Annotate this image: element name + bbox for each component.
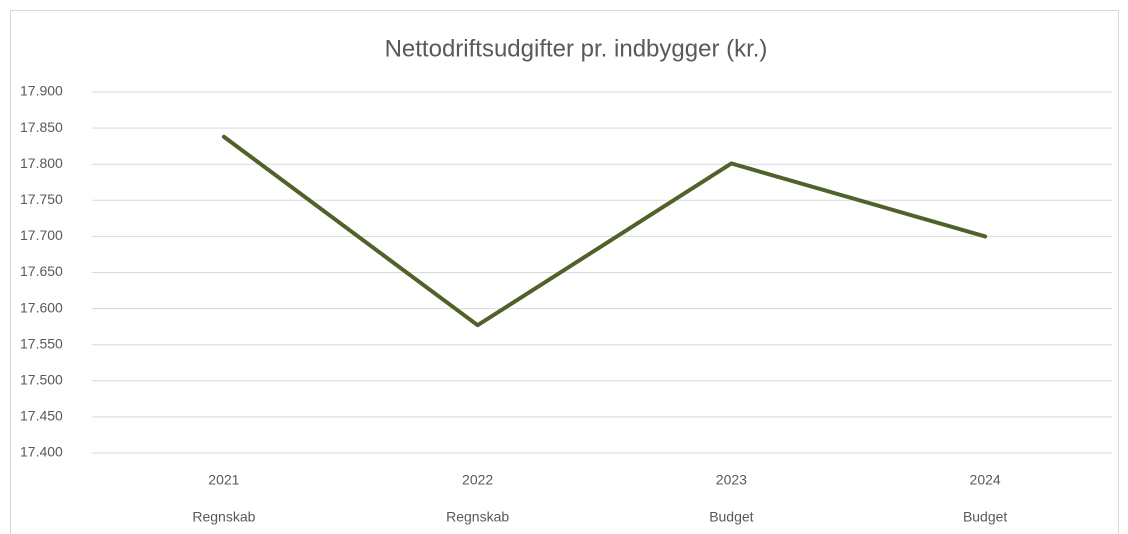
x-tick-sublabel: Regnskab xyxy=(446,509,509,525)
y-tick-label: 17.900 xyxy=(20,83,63,99)
y-tick-label: 17.550 xyxy=(20,335,63,351)
y-tick-label: 17.600 xyxy=(20,299,63,315)
x-tick-label: 2023 xyxy=(716,472,747,488)
x-tick-label: 2024 xyxy=(970,472,1001,488)
y-tick-label: 17.400 xyxy=(20,444,63,460)
line-series xyxy=(221,134,988,328)
x-tick-label: 2022 xyxy=(462,472,493,488)
y-tick-label: 17.750 xyxy=(20,191,63,207)
x-tick-sublabel: Regnskab xyxy=(192,509,255,525)
y-tick-label: 17.850 xyxy=(20,119,63,135)
x-tick-label: 2021 xyxy=(208,472,239,488)
y-tick-label: 17.450 xyxy=(20,408,63,424)
y-tick-label: 17.800 xyxy=(20,155,63,171)
x-tick-sublabel: Budget xyxy=(709,509,753,525)
y-tick-label: 17.500 xyxy=(20,372,63,388)
y-tick-label: 17.650 xyxy=(20,263,63,279)
y-tick-label: 17.700 xyxy=(20,227,63,243)
x-tick-sublabel: Budget xyxy=(963,509,1007,525)
chart-title: Nettodriftsudgifter pr. indbygger (kr.) xyxy=(385,35,768,62)
